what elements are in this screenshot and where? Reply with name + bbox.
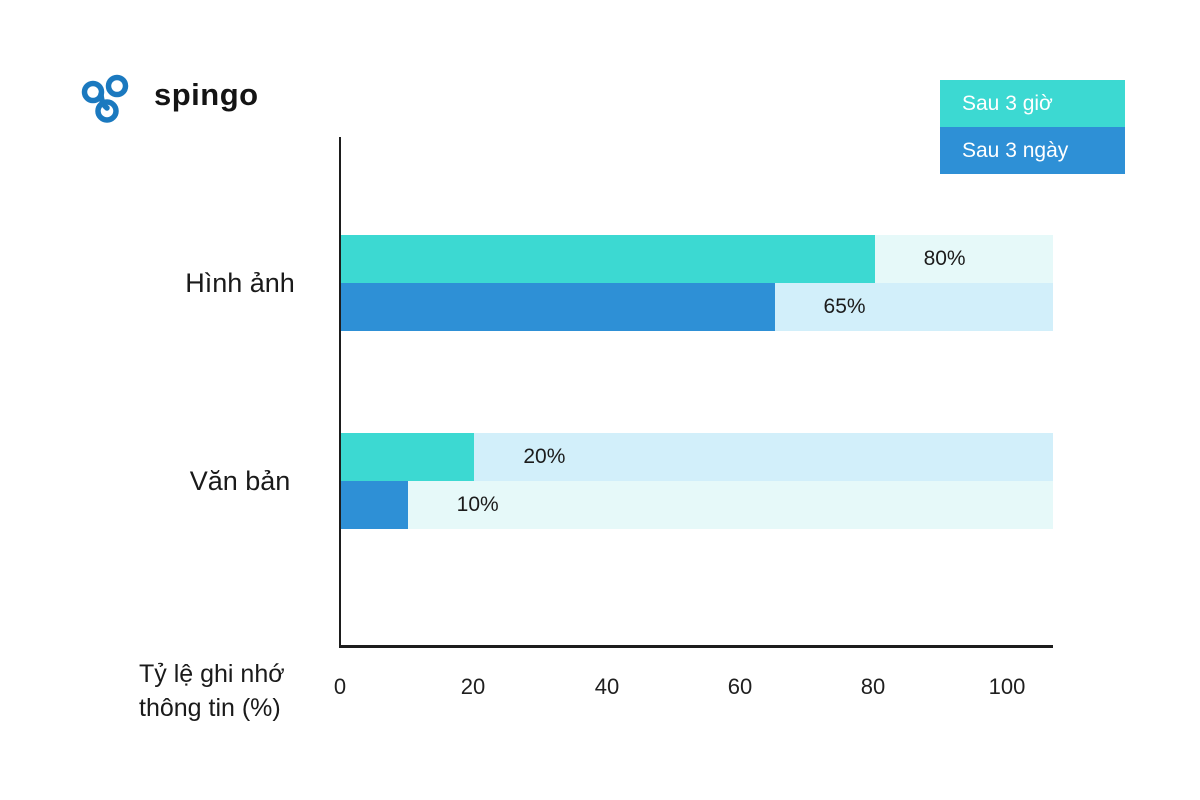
brand: spingo: [78, 64, 259, 126]
spingo-logo-icon: [81, 74, 129, 123]
y-axis-line: [339, 137, 341, 646]
legend-label: Sau 3 giờ: [962, 91, 1053, 115]
chart-legend: Sau 3 giờ Sau 3 ngày: [940, 80, 1125, 174]
x-axis-title: Tỷ lệ ghi nhớ thông tin (%): [139, 657, 285, 725]
x-axis-line: [339, 645, 1053, 648]
x-axis-title-line2: thông tin (%): [139, 694, 281, 722]
legend-item-sau-3-ngay: Sau 3 ngày: [940, 127, 1125, 174]
legend-label: Sau 3 ngày: [962, 138, 1069, 162]
bar-row-van-ban-3-ngay: 10%: [341, 481, 1053, 529]
x-tick-20: 20: [460, 674, 486, 699]
brand-name: spingo: [154, 77, 259, 112]
category-label-hinh-anh: Hình ảnh: [185, 267, 295, 298]
bar-fill: [341, 235, 875, 283]
bar-track: [341, 481, 1053, 529]
x-tick-40: 40: [594, 674, 620, 699]
x-axis-title-line1: Tỷ lệ ghi nhớ: [139, 660, 285, 688]
bar-fill: [341, 283, 775, 331]
bar-value-label: 20%: [523, 445, 566, 468]
legend-item-sau-3-gio: Sau 3 giờ: [940, 80, 1125, 127]
bar-row-hinh-anh-3-gio: 80%: [341, 235, 1053, 283]
bar-row-van-ban-3-gio: 20%: [341, 433, 1053, 481]
bar-fill: [341, 481, 408, 529]
bar-value-label: 80%: [923, 247, 966, 270]
x-tick-0: 0: [333, 674, 347, 699]
x-tick-100: 100: [988, 674, 1026, 699]
x-tick-60: 60: [727, 674, 753, 699]
x-tick-80: 80: [860, 674, 886, 699]
bar-row-hinh-anh-3-ngay: 65%: [341, 283, 1053, 331]
bar-value-label: 10%: [456, 493, 499, 516]
category-label-van-ban: Văn bản: [189, 465, 291, 496]
bar-value-label: 65%: [823, 295, 866, 318]
bar-fill: [341, 433, 475, 481]
